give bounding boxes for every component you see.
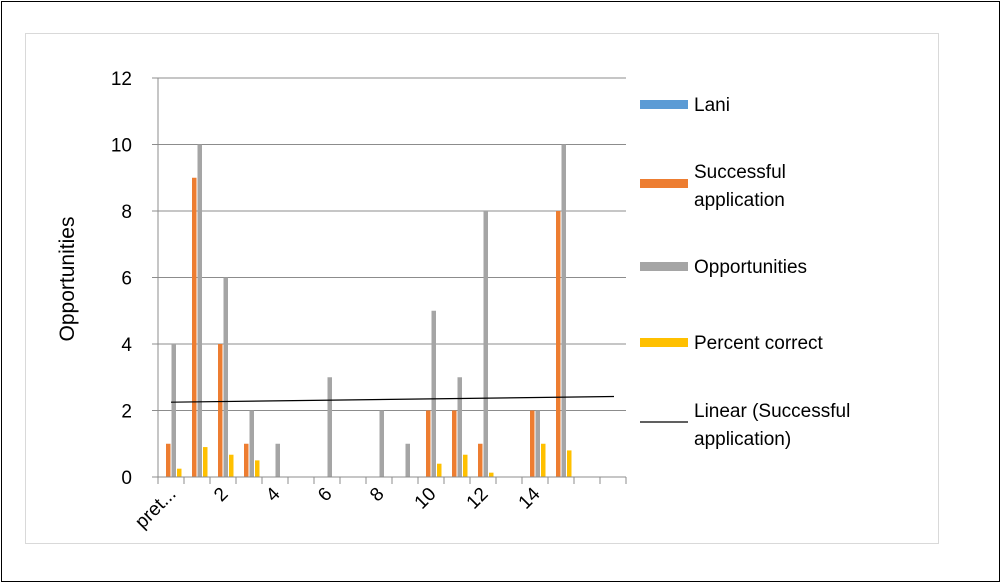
y-tick-label: 10 (111, 136, 132, 157)
bar (379, 410, 384, 477)
bar (327, 377, 332, 477)
y-tick-label: 0 (121, 468, 132, 489)
legend-swatch (640, 262, 688, 271)
legend: Lani Successful application Opportunities Pe… (640, 95, 850, 450)
bar (483, 211, 488, 477)
bars (166, 144, 572, 477)
y-axis-title: Opportunities (56, 217, 79, 342)
bar (437, 463, 442, 477)
bar (249, 410, 254, 477)
y-tick-label: 6 (121, 269, 132, 290)
bar (541, 443, 546, 477)
legend-swatch (640, 338, 688, 347)
x-tick-label: 12 (463, 484, 493, 514)
x-tick-label: 4 (262, 483, 285, 506)
bar (489, 472, 494, 477)
y-tick-label: 2 (121, 402, 132, 423)
legend-swatch (640, 179, 688, 188)
bar (535, 410, 540, 477)
gridlines (158, 77, 626, 411)
linear-trendline (170, 395, 615, 403)
x-tick-label: 6 (314, 484, 336, 506)
legend-label: Percent correct (694, 333, 824, 354)
bar (405, 443, 410, 477)
bar (166, 443, 171, 477)
legend-label: Opportunities (694, 257, 807, 278)
bar (171, 344, 176, 477)
x-tick-label: 2 (210, 484, 232, 506)
x-tick-label: 8 (366, 484, 388, 506)
x-tick-label: 14 (515, 483, 545, 513)
bar (457, 377, 462, 477)
bar (192, 177, 197, 477)
x-tick-label: 10 (411, 484, 441, 514)
axes (152, 77, 627, 484)
bar (431, 310, 436, 477)
bar (275, 443, 280, 477)
bar (197, 144, 202, 477)
bar (567, 450, 572, 477)
bar (463, 454, 468, 477)
bar (530, 410, 535, 477)
bar (223, 277, 228, 477)
y-tick-label: 8 (121, 202, 132, 223)
x-axis-ticks: pret... 2 4 6 8 10 12 14 (131, 483, 545, 533)
bar (229, 454, 234, 477)
legend-swatch (640, 100, 688, 109)
bar (426, 410, 431, 477)
legend-label: Lani (694, 95, 730, 116)
bar (255, 460, 260, 477)
x-tick-label: pret... (131, 484, 180, 533)
legend-label: Successful application (694, 162, 786, 211)
trendline (170, 395, 615, 403)
bar (218, 344, 223, 477)
bar (244, 443, 249, 477)
bar (556, 211, 561, 477)
y-axis-ticks: 0 2 4 6 8 10 12 (111, 69, 133, 489)
y-tick-label: 12 (111, 69, 132, 90)
bar (478, 443, 483, 477)
y-tick-label: 4 (121, 335, 132, 356)
legend-label: Linear (Successful application) (694, 401, 850, 450)
bar (452, 410, 457, 477)
bar (561, 144, 566, 477)
bar (177, 468, 182, 477)
bar (203, 447, 208, 477)
